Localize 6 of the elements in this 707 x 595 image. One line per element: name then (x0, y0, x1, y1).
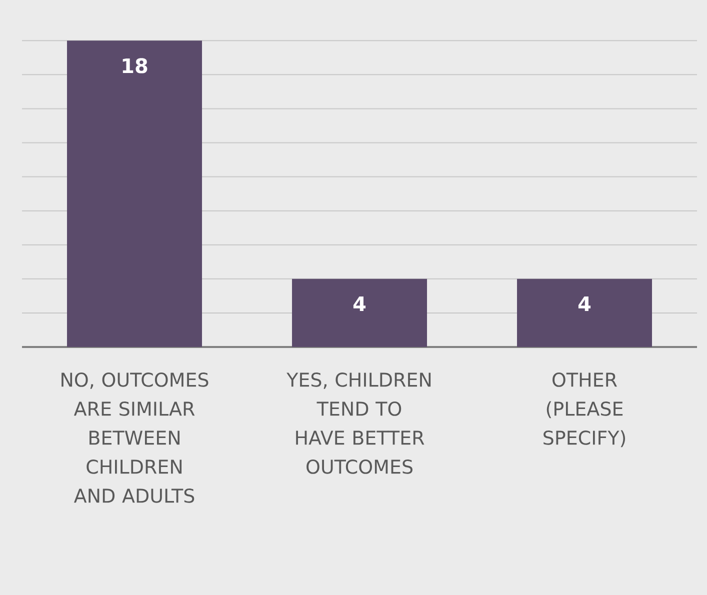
x-tick-label: YES, CHILDREN TEND TO HAVE BETTER OUTCOMES (286, 372, 431, 474)
x-tick-label: NO, OUTCOMES ARE SIMILAR BETWEEN CHILDREN AND ADULTS (62, 372, 208, 503)
data-label: 18 (122, 58, 148, 74)
data-label: 4 (578, 296, 591, 312)
data-label: 4 (353, 296, 366, 312)
x-tick-label: OTHER (PLEASE SPECIFY) (544, 372, 626, 448)
